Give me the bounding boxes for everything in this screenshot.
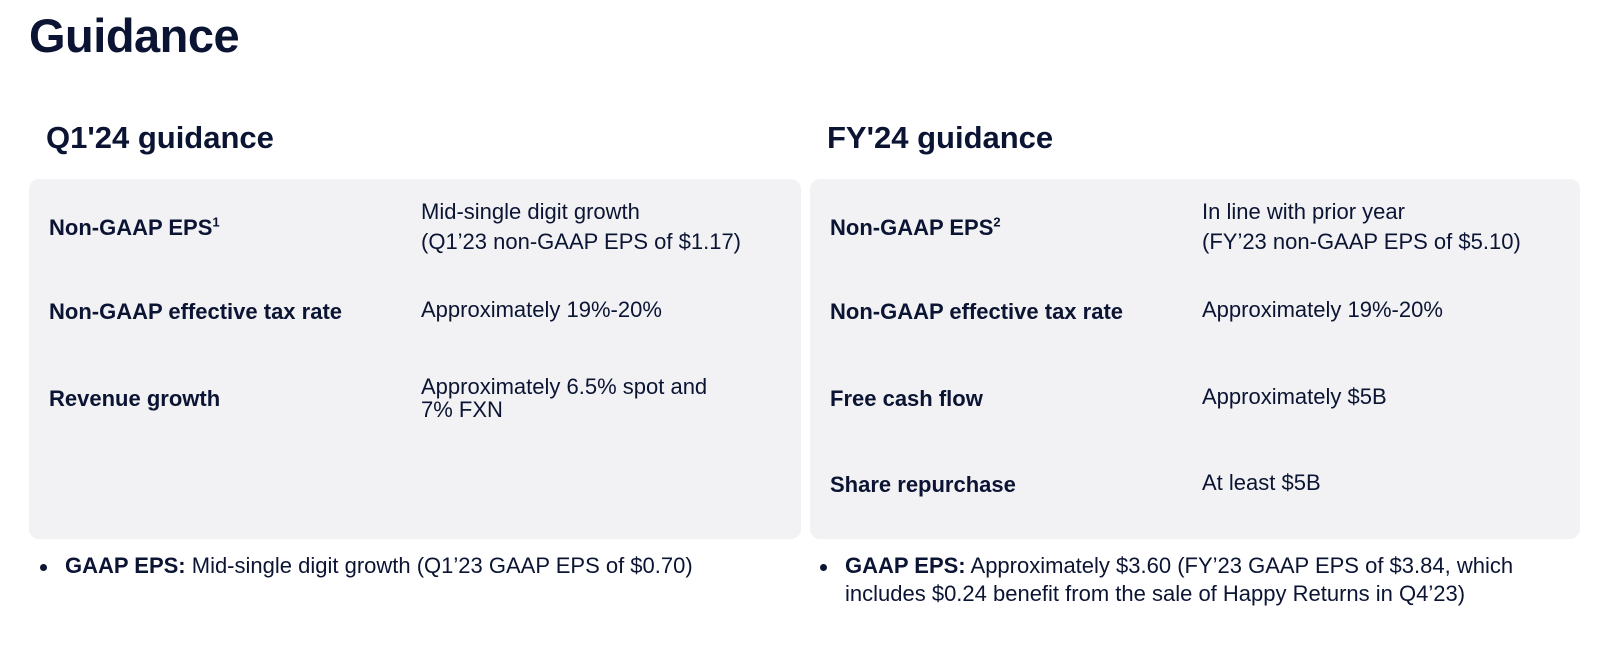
q1-guidance-title: Q1'24 guidance [46, 120, 274, 155]
q1-guidance-panel: Non-GAAP EPS1 Mid-single digit growth (Q… [29, 179, 801, 539]
bullet-label: GAAP EPS: [65, 553, 186, 578]
row-label: Free cash flow [830, 386, 983, 411]
row-label: Non-GAAP EPS2 [830, 214, 1001, 240]
q1-gaap-eps-bullet: GAAP EPS: Mid-single digit growth (Q1’23… [40, 552, 785, 580]
bullet-text: Mid-single digit growth (Q1’23 GAAP EPS … [185, 553, 693, 578]
fy-gaap-eps-bullet: GAAP EPS: Approximately $3.60 (FY’23 GAA… [820, 552, 1585, 608]
row-label: Non-GAAP effective tax rate [49, 299, 343, 324]
fy-guidance-title: FY'24 guidance [827, 120, 1054, 155]
row-value: At least $5B [1202, 470, 1321, 495]
bullet-dot [40, 564, 47, 571]
row-value: In line with prior year (FY’23 non-GAAP … [1202, 199, 1521, 254]
bullet-text: Approximately $3.60 (FY’23 GAAP EPS of $… [845, 553, 1514, 606]
bullet-dot [820, 564, 827, 571]
row-label: Non-GAAP effective tax rate [830, 299, 1124, 324]
row-value: Approximately 19%-20% [421, 297, 662, 322]
row-value: Approximately 6.5% spot and 7% FXN [421, 374, 708, 422]
page-title: Guidance [29, 9, 240, 62]
row-value: Approximately $5B [1202, 384, 1387, 409]
row-value: Mid-single digit growth (Q1’23 non-GAAP … [421, 199, 741, 254]
bullet-label: GAAP EPS: [845, 553, 966, 578]
footnote-marker: 1 [212, 214, 220, 230]
row-label: Share repurchase [830, 472, 1016, 497]
fy-guidance-panel: Non-GAAP EPS2 In line with prior year (F… [810, 179, 1580, 539]
row-label: Non-GAAP EPS1 [49, 214, 220, 240]
row-value: Approximately 19%-20% [1202, 297, 1443, 322]
row-label: Revenue growth [49, 386, 221, 411]
footnote-marker: 2 [993, 214, 1001, 230]
